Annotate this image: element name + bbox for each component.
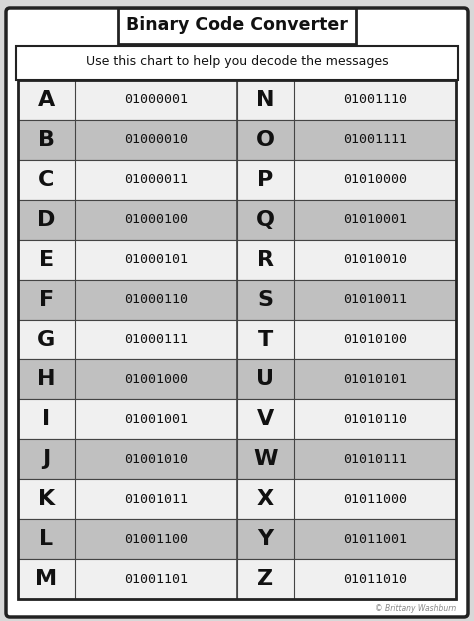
Bar (237, 519, 456, 559)
Bar (18, 320, 237, 360)
Text: I: I (42, 409, 51, 429)
Text: F: F (39, 289, 54, 310)
Text: T: T (258, 330, 273, 350)
Text: K: K (38, 489, 55, 509)
Text: 01001110: 01001110 (343, 94, 407, 106)
Bar (18, 160, 237, 200)
Bar (18, 559, 237, 599)
Bar (237, 240, 456, 279)
Bar (18, 279, 237, 320)
Text: 01000001: 01000001 (124, 94, 188, 106)
FancyBboxPatch shape (6, 8, 468, 617)
Text: Y: Y (257, 529, 273, 549)
Bar (18, 200, 237, 240)
Bar (18, 479, 237, 519)
Text: Binary Code Converter: Binary Code Converter (126, 16, 348, 34)
Bar (237, 80, 456, 120)
Bar (18, 80, 237, 120)
Text: 01000011: 01000011 (124, 173, 188, 186)
Text: 01001010: 01001010 (124, 453, 188, 466)
Bar (18, 240, 237, 279)
Bar (18, 80, 456, 599)
Bar (237, 279, 456, 320)
Text: 01010001: 01010001 (343, 213, 407, 226)
Text: S: S (257, 289, 273, 310)
Text: 01011001: 01011001 (343, 533, 407, 546)
Bar (18, 399, 237, 439)
Text: 01001100: 01001100 (124, 533, 188, 546)
FancyBboxPatch shape (16, 46, 458, 80)
Text: 01000101: 01000101 (124, 253, 188, 266)
Text: 01010011: 01010011 (343, 293, 407, 306)
Text: 01000110: 01000110 (124, 293, 188, 306)
Text: Z: Z (257, 569, 273, 589)
Text: N: N (256, 90, 275, 110)
Bar (18, 519, 237, 559)
Text: C: C (38, 170, 55, 190)
Text: 01000111: 01000111 (124, 333, 188, 346)
Bar (237, 360, 456, 399)
FancyBboxPatch shape (118, 8, 356, 44)
Text: R: R (257, 250, 274, 270)
Bar (18, 439, 237, 479)
Text: E: E (39, 250, 54, 270)
Bar (237, 399, 456, 439)
Text: 01010100: 01010100 (343, 333, 407, 346)
Text: 01000010: 01000010 (124, 134, 188, 147)
Text: 01010010: 01010010 (343, 253, 407, 266)
Text: 01010000: 01010000 (343, 173, 407, 186)
Bar (237, 120, 456, 160)
Text: B: B (38, 130, 55, 150)
Text: X: X (257, 489, 274, 509)
Text: 01001001: 01001001 (124, 413, 188, 426)
Text: 01010111: 01010111 (343, 453, 407, 466)
Text: Use this chart to help you decode the messages: Use this chart to help you decode the me… (86, 55, 388, 68)
Bar (18, 120, 237, 160)
Text: V: V (257, 409, 274, 429)
Bar (237, 559, 456, 599)
Text: 01011010: 01011010 (343, 573, 407, 586)
Text: H: H (37, 369, 56, 389)
Text: U: U (256, 369, 274, 389)
Text: M: M (36, 569, 57, 589)
Bar (237, 320, 456, 360)
Text: 01001101: 01001101 (124, 573, 188, 586)
Text: W: W (253, 449, 278, 469)
Bar (237, 439, 456, 479)
Bar (237, 160, 456, 200)
Bar (18, 360, 237, 399)
Text: D: D (37, 210, 55, 230)
Text: G: G (37, 330, 55, 350)
Text: P: P (257, 170, 273, 190)
Text: O: O (256, 130, 275, 150)
Text: 01000100: 01000100 (124, 213, 188, 226)
Text: 01010110: 01010110 (343, 413, 407, 426)
Text: J: J (42, 449, 51, 469)
Bar (237, 200, 456, 240)
Text: 01001111: 01001111 (343, 134, 407, 147)
Text: 01001011: 01001011 (124, 492, 188, 505)
Text: 01011000: 01011000 (343, 492, 407, 505)
Text: L: L (39, 529, 54, 549)
Text: A: A (38, 90, 55, 110)
Bar (237, 479, 456, 519)
Text: 01001000: 01001000 (124, 373, 188, 386)
Text: 01010101: 01010101 (343, 373, 407, 386)
Text: Q: Q (256, 210, 275, 230)
Text: © Brittany Washburn: © Brittany Washburn (375, 604, 456, 613)
